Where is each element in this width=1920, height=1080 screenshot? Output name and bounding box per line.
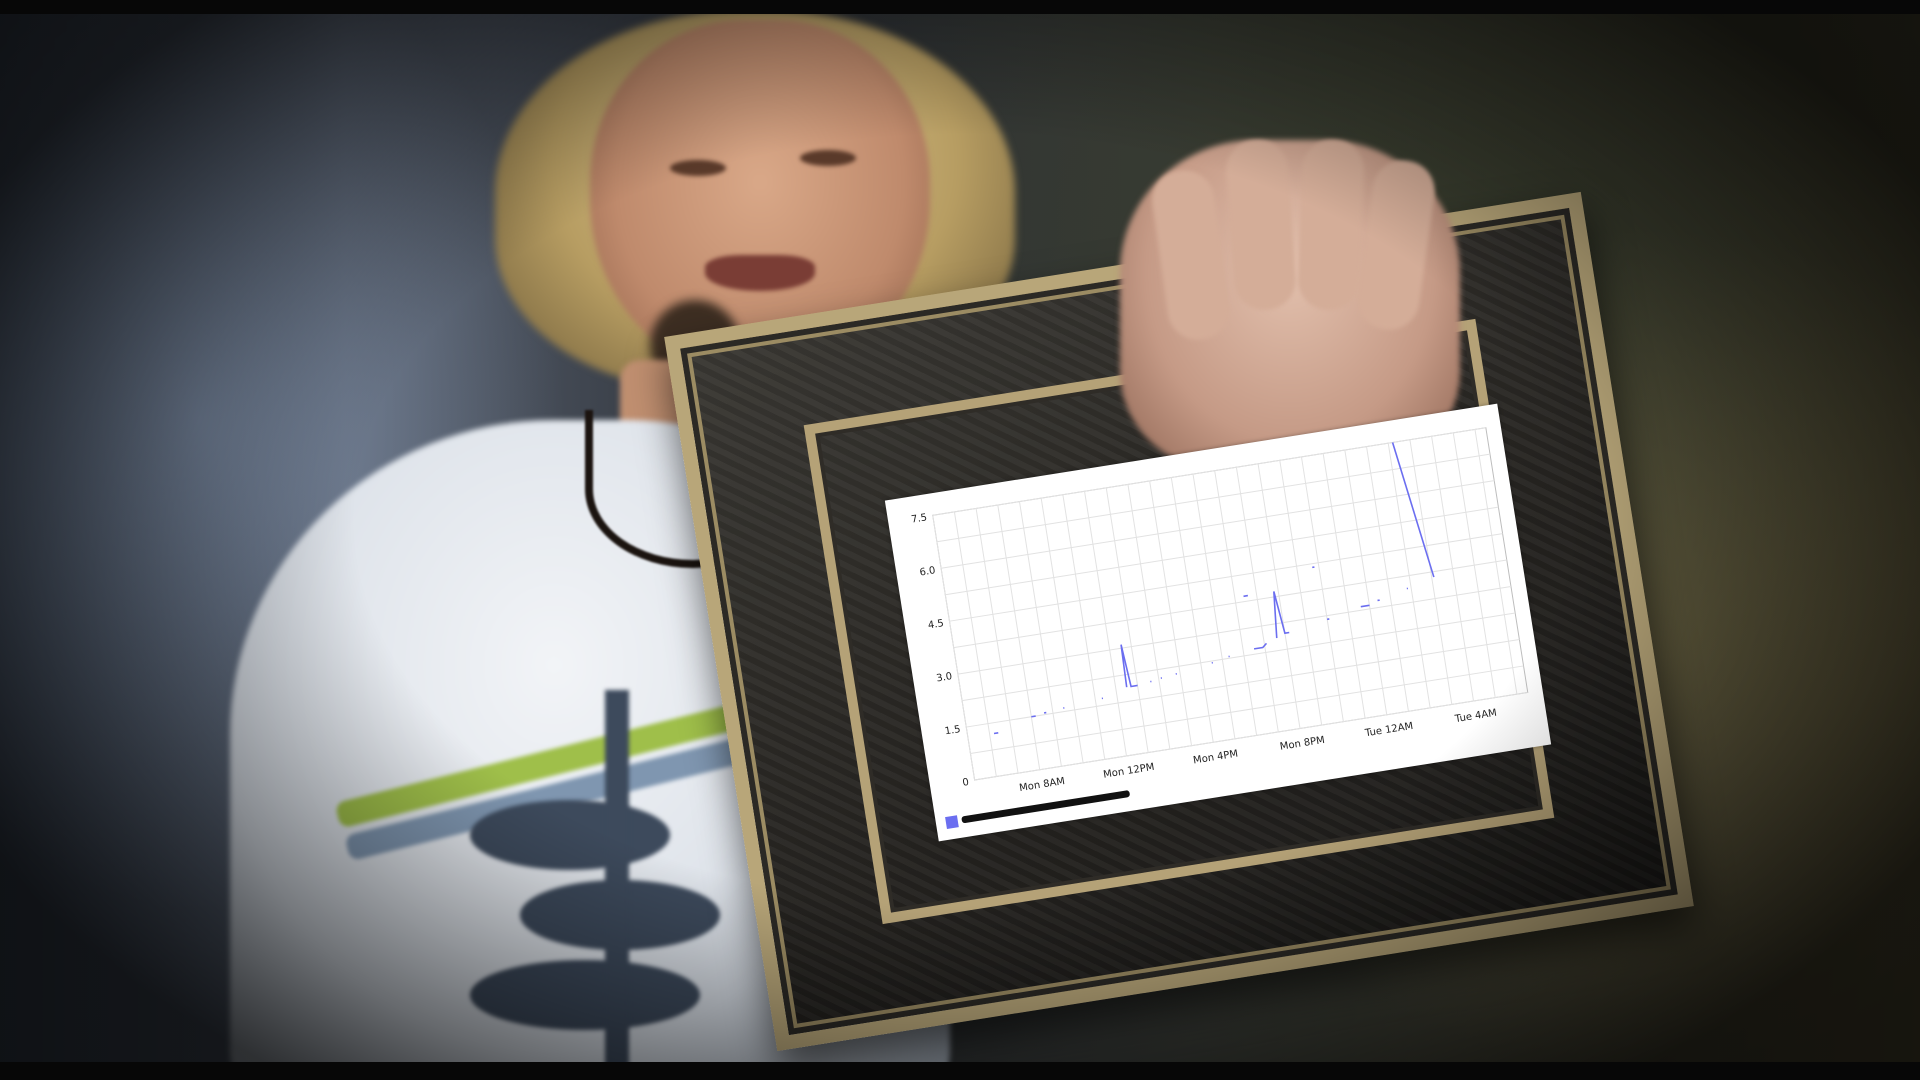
letterbox-bottom: [0, 1062, 1920, 1080]
x-tick-label: Tue 12AM: [1363, 721, 1414, 740]
right-eye: [800, 150, 856, 166]
left-eye: [670, 160, 726, 176]
x-tick-label: Mon 8AM: [1019, 776, 1066, 794]
shirt-tree-trunk: [605, 690, 629, 1080]
mouth: [705, 255, 815, 291]
y-tick-label: 0: [962, 777, 970, 789]
x-tick-label: Mon 12PM: [1103, 762, 1156, 781]
x-tick-label: Mon 8PM: [1279, 735, 1325, 753]
y-tick-label: 4.5: [927, 618, 944, 631]
y-tick-label: 1.5: [944, 724, 961, 737]
series-line-segment: [1031, 715, 1036, 718]
series-line-segment: [993, 732, 999, 735]
x-tick-label: Mon 4PM: [1192, 749, 1238, 767]
y-tick-label: 7.5: [910, 512, 927, 525]
letterbox-top: [0, 0, 1920, 14]
x-tick-label: Tue 4AM: [1453, 708, 1497, 726]
y-tick-label: 6.0: [919, 565, 936, 578]
legend-swatch: [945, 815, 959, 829]
finger: [1297, 138, 1365, 312]
shirt-tree-graphic: [470, 960, 700, 1030]
series-line-segment: [1243, 594, 1248, 598]
finger: [1224, 138, 1298, 312]
shirt-tree-graphic: [470, 800, 670, 870]
y-tick-label: 3.0: [936, 671, 953, 684]
